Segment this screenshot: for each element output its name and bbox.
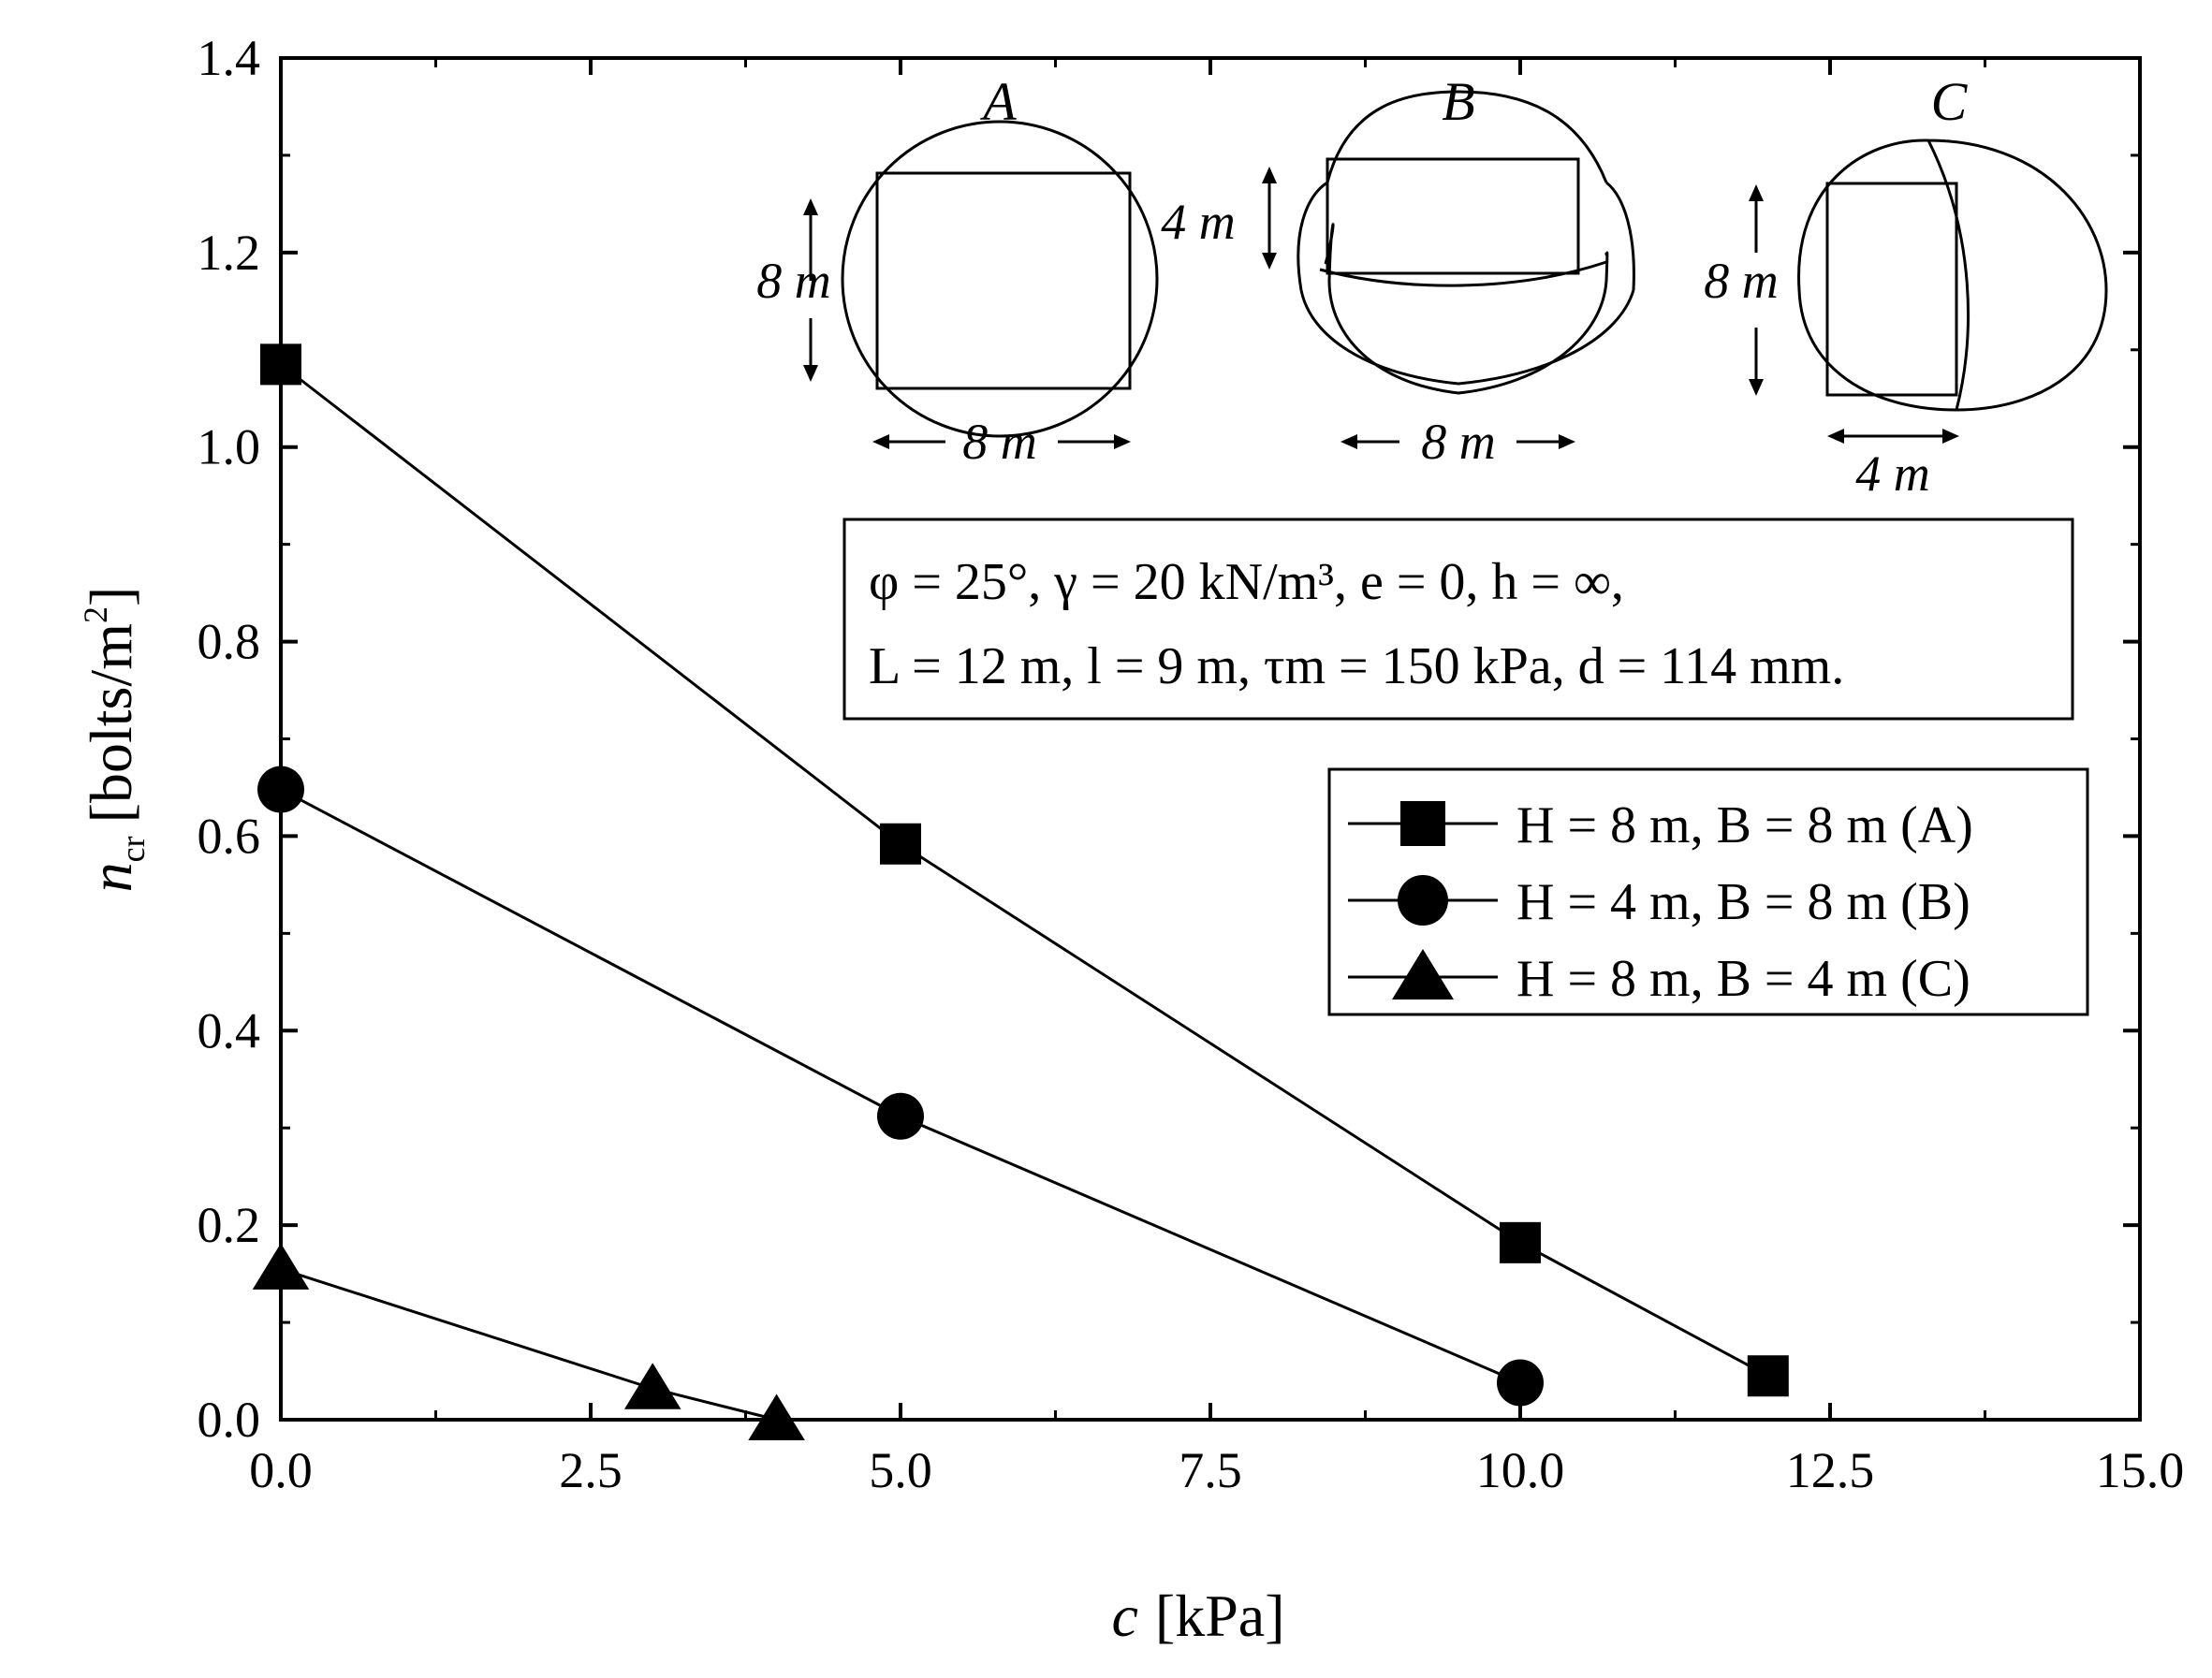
svg-text:4 m: 4 m (1161, 194, 1236, 250)
y-tick-label: 0.8 (198, 614, 261, 670)
legend-label: H = 4 m, B = 8 m (B) (1516, 873, 1970, 931)
data-point-a (880, 823, 921, 865)
parameter-line-1: φ = 25°, γ = 20 kN/m³, e = 0, h = ∞, (869, 553, 1624, 611)
x-tick-label: 10.0 (1476, 1442, 1565, 1498)
data-point-c (252, 1243, 310, 1290)
data-point-a (1747, 1355, 1789, 1397)
axis-ticks (279, 56, 2142, 1422)
legend-label: H = 8 m, B = 8 m (A) (1516, 796, 1973, 854)
legend-marker (1392, 949, 1454, 1000)
shape-c-diagram: C 8 m 4 m (1704, 71, 2108, 502)
data-point-a (1500, 1221, 1541, 1263)
series-c (252, 1243, 805, 1440)
legend-items: H = 8 m, B = 8 m (A) H = 4 m, B = 8 m (B)… (1348, 796, 1973, 1008)
x-tick-label: 15.0 (2096, 1442, 2185, 1498)
svg-text:B: B (1442, 71, 1474, 132)
series-line-a (280, 363, 1769, 1378)
axis-tick-labels: 0.0 2.5 5.0 7.5 10.0 12.5 15.0 0.0 0.2 0.4 0.6 0.8 1… (198, 30, 2185, 1498)
x-tick-label: 12.5 (1786, 1442, 1875, 1498)
x-tick-label: 2.5 (559, 1442, 623, 1498)
series-b (257, 766, 1544, 1407)
x-axis-title: c [kPa] (1111, 1583, 1284, 1649)
legend-label: H = 8 m, B = 4 m (C) (1516, 950, 1970, 1008)
shape-b-diagram: B 4 m 8 m (1161, 71, 1635, 470)
inset-diagrams: A 8 m 8 m B 4 m 8 m C (756, 71, 2108, 502)
svg-text:8 m: 8 m (756, 253, 831, 309)
data-point-b (877, 1092, 924, 1140)
svg-text:8 m: 8 m (962, 414, 1037, 470)
legend-item-a: H = 8 m, B = 8 m (A) (1348, 796, 1973, 854)
legend-item-b: H = 4 m, B = 8 m (B) (1348, 873, 1970, 931)
data-point-b (257, 766, 304, 813)
svg-text:8 m: 8 m (1421, 414, 1496, 470)
legend: H = 8 m, B = 8 m (A) H = 4 m, B = 8 m (B)… (1327, 767, 2089, 1016)
y-tick-label: 1.2 (198, 225, 261, 281)
svg-text:8 m: 8 m (1704, 253, 1779, 309)
y-tick-label: 1.0 (198, 419, 261, 475)
x-tick-label: 0.0 (249, 1442, 313, 1498)
svg-text:C: C (1931, 71, 1969, 132)
y-tick-label: 0.6 (198, 808, 261, 864)
y-tick-label: 1.4 (198, 30, 261, 86)
svg-text:4 m: 4 m (1855, 445, 1930, 502)
plot-frame (279, 56, 2142, 1422)
x-tick-label: 7.5 (1179, 1442, 1242, 1498)
y-tick-label: 0.4 (198, 1002, 261, 1058)
series-line-c (280, 1267, 777, 1422)
x-tick-label: 5.0 (869, 1442, 932, 1498)
legend-marker (1400, 801, 1445, 846)
svg-text:ncr[bolts/m2]: ncr[bolts/m2] (77, 587, 152, 893)
y-tick-label: 0.2 (198, 1197, 261, 1253)
data-point-a (260, 343, 301, 386)
data-point-c (748, 1393, 805, 1440)
parameter-line-2: L = 12 m, l = 9 m, τm = 150 kPa, d = 114… (869, 637, 1844, 695)
y-axis-title: ncr[bolts/m2] (77, 587, 152, 893)
data-point-c (623, 1363, 681, 1409)
series-a (260, 343, 1789, 1397)
series-layer (252, 343, 1789, 1440)
data-point-b (1497, 1359, 1544, 1407)
legend-marker (1398, 875, 1448, 926)
parameter-box: φ = 25°, γ = 20 kN/m³, e = 0, h = ∞, L =… (842, 518, 2074, 721)
y-tick-label: 0.0 (198, 1392, 261, 1448)
shape-a-diagram: A 8 m 8 m (756, 71, 1159, 470)
legend-item-c: H = 8 m, B = 4 m (C) (1348, 949, 1970, 1008)
